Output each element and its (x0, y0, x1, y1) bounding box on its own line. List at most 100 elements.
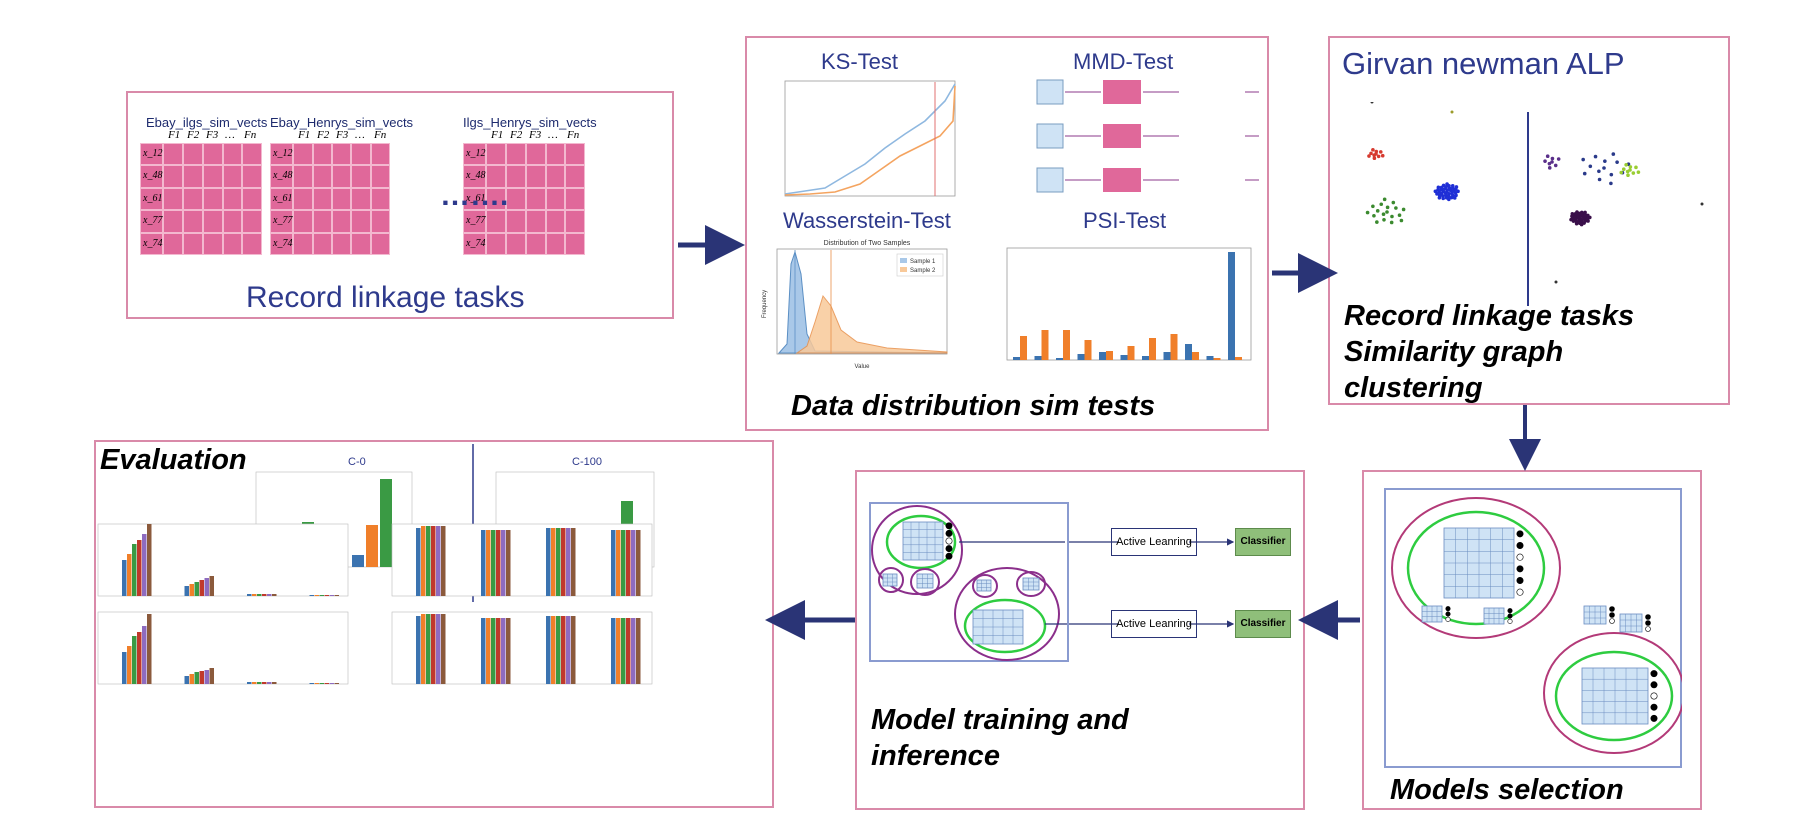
row-label: x_77 (140, 210, 164, 233)
wasserstein-legend-box (896, 253, 944, 277)
row-label: x_61 (140, 187, 164, 211)
feature-label: Fn (244, 129, 257, 141)
selection-panel: Models selection (1362, 470, 1702, 810)
psi-test-title: PSI-Test (1083, 208, 1167, 233)
training-caption-line-1: Model training and (871, 704, 1129, 736)
train-inner-1 (885, 514, 957, 570)
sim-matrix-grid: x_12 x_48 x_61 x_77 x_74 (270, 143, 390, 255)
row-label: x_74 (463, 232, 487, 255)
train-small-4 (1016, 571, 1046, 597)
row-label: x_77 (463, 210, 487, 233)
classifier-label-1: Classifier (1240, 536, 1286, 547)
feature-label: Fn (567, 129, 580, 141)
wasserstein-legend-sample-2: Sample 2 (910, 268, 936, 274)
feature-label: … (225, 129, 235, 141)
mmd-row-2 (1036, 123, 1259, 149)
evaluation-title: Evaluation (100, 444, 247, 476)
graph-caption-line-3: clustering (1344, 372, 1483, 404)
row-label: x_48 (463, 165, 487, 188)
training-panel: Active Leanring Active Leanring Classifi… (855, 470, 1305, 810)
selection-clusters (1391, 497, 1682, 754)
active-learning-box-2: Active Leanring (1111, 610, 1197, 638)
row-label: x_48 (140, 165, 164, 188)
ks-test-plot (784, 80, 956, 197)
sim-matrix-title: Ebay_Henrys_sim_vects (270, 115, 414, 130)
row-label: x_74 (140, 232, 164, 255)
feature-label: F1 (491, 129, 504, 141)
feature-label: F3 (529, 129, 542, 141)
cluster-outer-1 (1391, 497, 1561, 639)
classifier-box-1: Classifier (1235, 528, 1291, 556)
record-linkage-title: Record linkage tasks (246, 281, 525, 314)
wasserstein-test-plot: Distribution of Two Samples Sample 1 Sam… (762, 240, 948, 370)
train-inner-2 (963, 598, 1047, 654)
graph-panel: Girvan newman ALP Record linkage tasks S… (1328, 36, 1730, 405)
ellipsis-text: ……. (440, 179, 509, 212)
feature-label: F3 (336, 129, 349, 141)
wasserstein-ylabel: Frequency (762, 290, 768, 318)
feature-header: F1 F2 F3 … Fn (168, 129, 263, 141)
feature-label: F2 (187, 129, 200, 141)
training-frame (869, 502, 1069, 662)
feature-header: F1 F2 F3 … Fn (491, 129, 586, 141)
graph-caption-line-2: Similarity graph (1344, 336, 1564, 368)
wasserstein-plot-title: Distribution of Two Samples (824, 240, 911, 247)
feature-label: … (548, 129, 558, 141)
wasserstein-test-title: Wasserstein-Test (783, 208, 951, 233)
mmd-row-3 (1036, 167, 1259, 193)
feature-label: … (355, 129, 365, 141)
similarity-graph-plot (1365, 102, 1704, 306)
train-small-1 (878, 567, 904, 593)
training-clusters (871, 505, 1067, 661)
sim-matrix-title: Ebay_ilgs_sim_vects (146, 115, 268, 130)
row-label: x_77 (270, 210, 294, 233)
row-label: x_61 (463, 187, 487, 211)
sim-matrix: Ilgs_Henrys_sim_vects F1 F2 F3… Fn x_12 x_48 x_… (463, 115, 597, 275)
record-linkage-panel: Ebay_ilgs_sim_vects F1 F2 F3… Fn x_12 x_48 x_61… (126, 91, 674, 319)
evaluation-panel: Evaluation C-0 C-100 (94, 440, 774, 808)
cluster-inner-1 (1406, 510, 1546, 626)
eval-chart-title-c0: C-0 (348, 456, 366, 468)
tests-panel: KS-Test MMD-Test Wasserstein-Test PSI-Te… (745, 36, 1269, 431)
row-label: x_61 (270, 187, 294, 211)
sim-matrix-grid: x_12 x_48 x_61 x_77 x_74 (140, 143, 262, 255)
row-label: x_48 (270, 165, 294, 188)
training-caption-line-2: inference (871, 740, 1000, 772)
sim-matrix-grid: x_12 x_48 x_61 x_77 x_74 (463, 143, 585, 255)
active-learning-label-2: Active Leanring (1116, 618, 1192, 630)
mmd-row-1 (1036, 79, 1259, 105)
selection-caption: Models selection (1390, 774, 1624, 806)
feature-label: Fn (374, 129, 387, 141)
graph-panel-title: Girvan newman ALP (1342, 46, 1625, 81)
wasserstein-xlabel: Value (855, 364, 871, 370)
mmd-test-title: MMD-Test (1073, 49, 1174, 74)
psi-bars (1013, 252, 1242, 360)
train-small-2 (910, 568, 940, 596)
wasserstein-sample-2-density (795, 294, 948, 354)
eval-chart-title-c100: C-100 (572, 456, 602, 468)
row-label: x_12 (270, 143, 294, 166)
selection-frame (1384, 488, 1682, 768)
sim-matrix-title: Ilgs_Henrys_sim_vects (463, 115, 597, 130)
feature-label: F1 (168, 129, 181, 141)
tests-caption: Data distribution sim tests (791, 390, 1156, 422)
feature-label: F2 (317, 129, 330, 141)
mmd-test-diagram (1036, 79, 1259, 193)
row-label: x_12 (140, 143, 164, 166)
feature-label: F1 (298, 129, 311, 141)
psi-test-plot (1006, 247, 1252, 361)
sim-matrix: Ebay_Henrys_sim_vects F1 F2 F3… Fn x_12 x_48 x_… (270, 115, 413, 275)
feature-label: F3 (206, 129, 219, 141)
sim-matrix: Ebay_ilgs_sim_vects F1 F2 F3 … Fn x_12 x_48 x_61… (140, 115, 272, 275)
classifier-box-2: Classifier (1235, 610, 1291, 638)
graph-right-clusters (1543, 152, 1704, 284)
row-label: x_12 (463, 143, 487, 166)
active-learning-label-1: Active Leanring (1116, 536, 1192, 548)
train-outer-1 (871, 505, 963, 595)
eval-bottom-charts (97, 523, 653, 685)
feature-header: F1 F2 F3 … Fn (298, 129, 393, 141)
cluster-outer-2 (1543, 632, 1682, 754)
active-learning-box-1: Active Leanring (1111, 528, 1197, 556)
train-outer-2 (954, 567, 1060, 661)
ks-cdf-sample-2 (784, 85, 956, 196)
